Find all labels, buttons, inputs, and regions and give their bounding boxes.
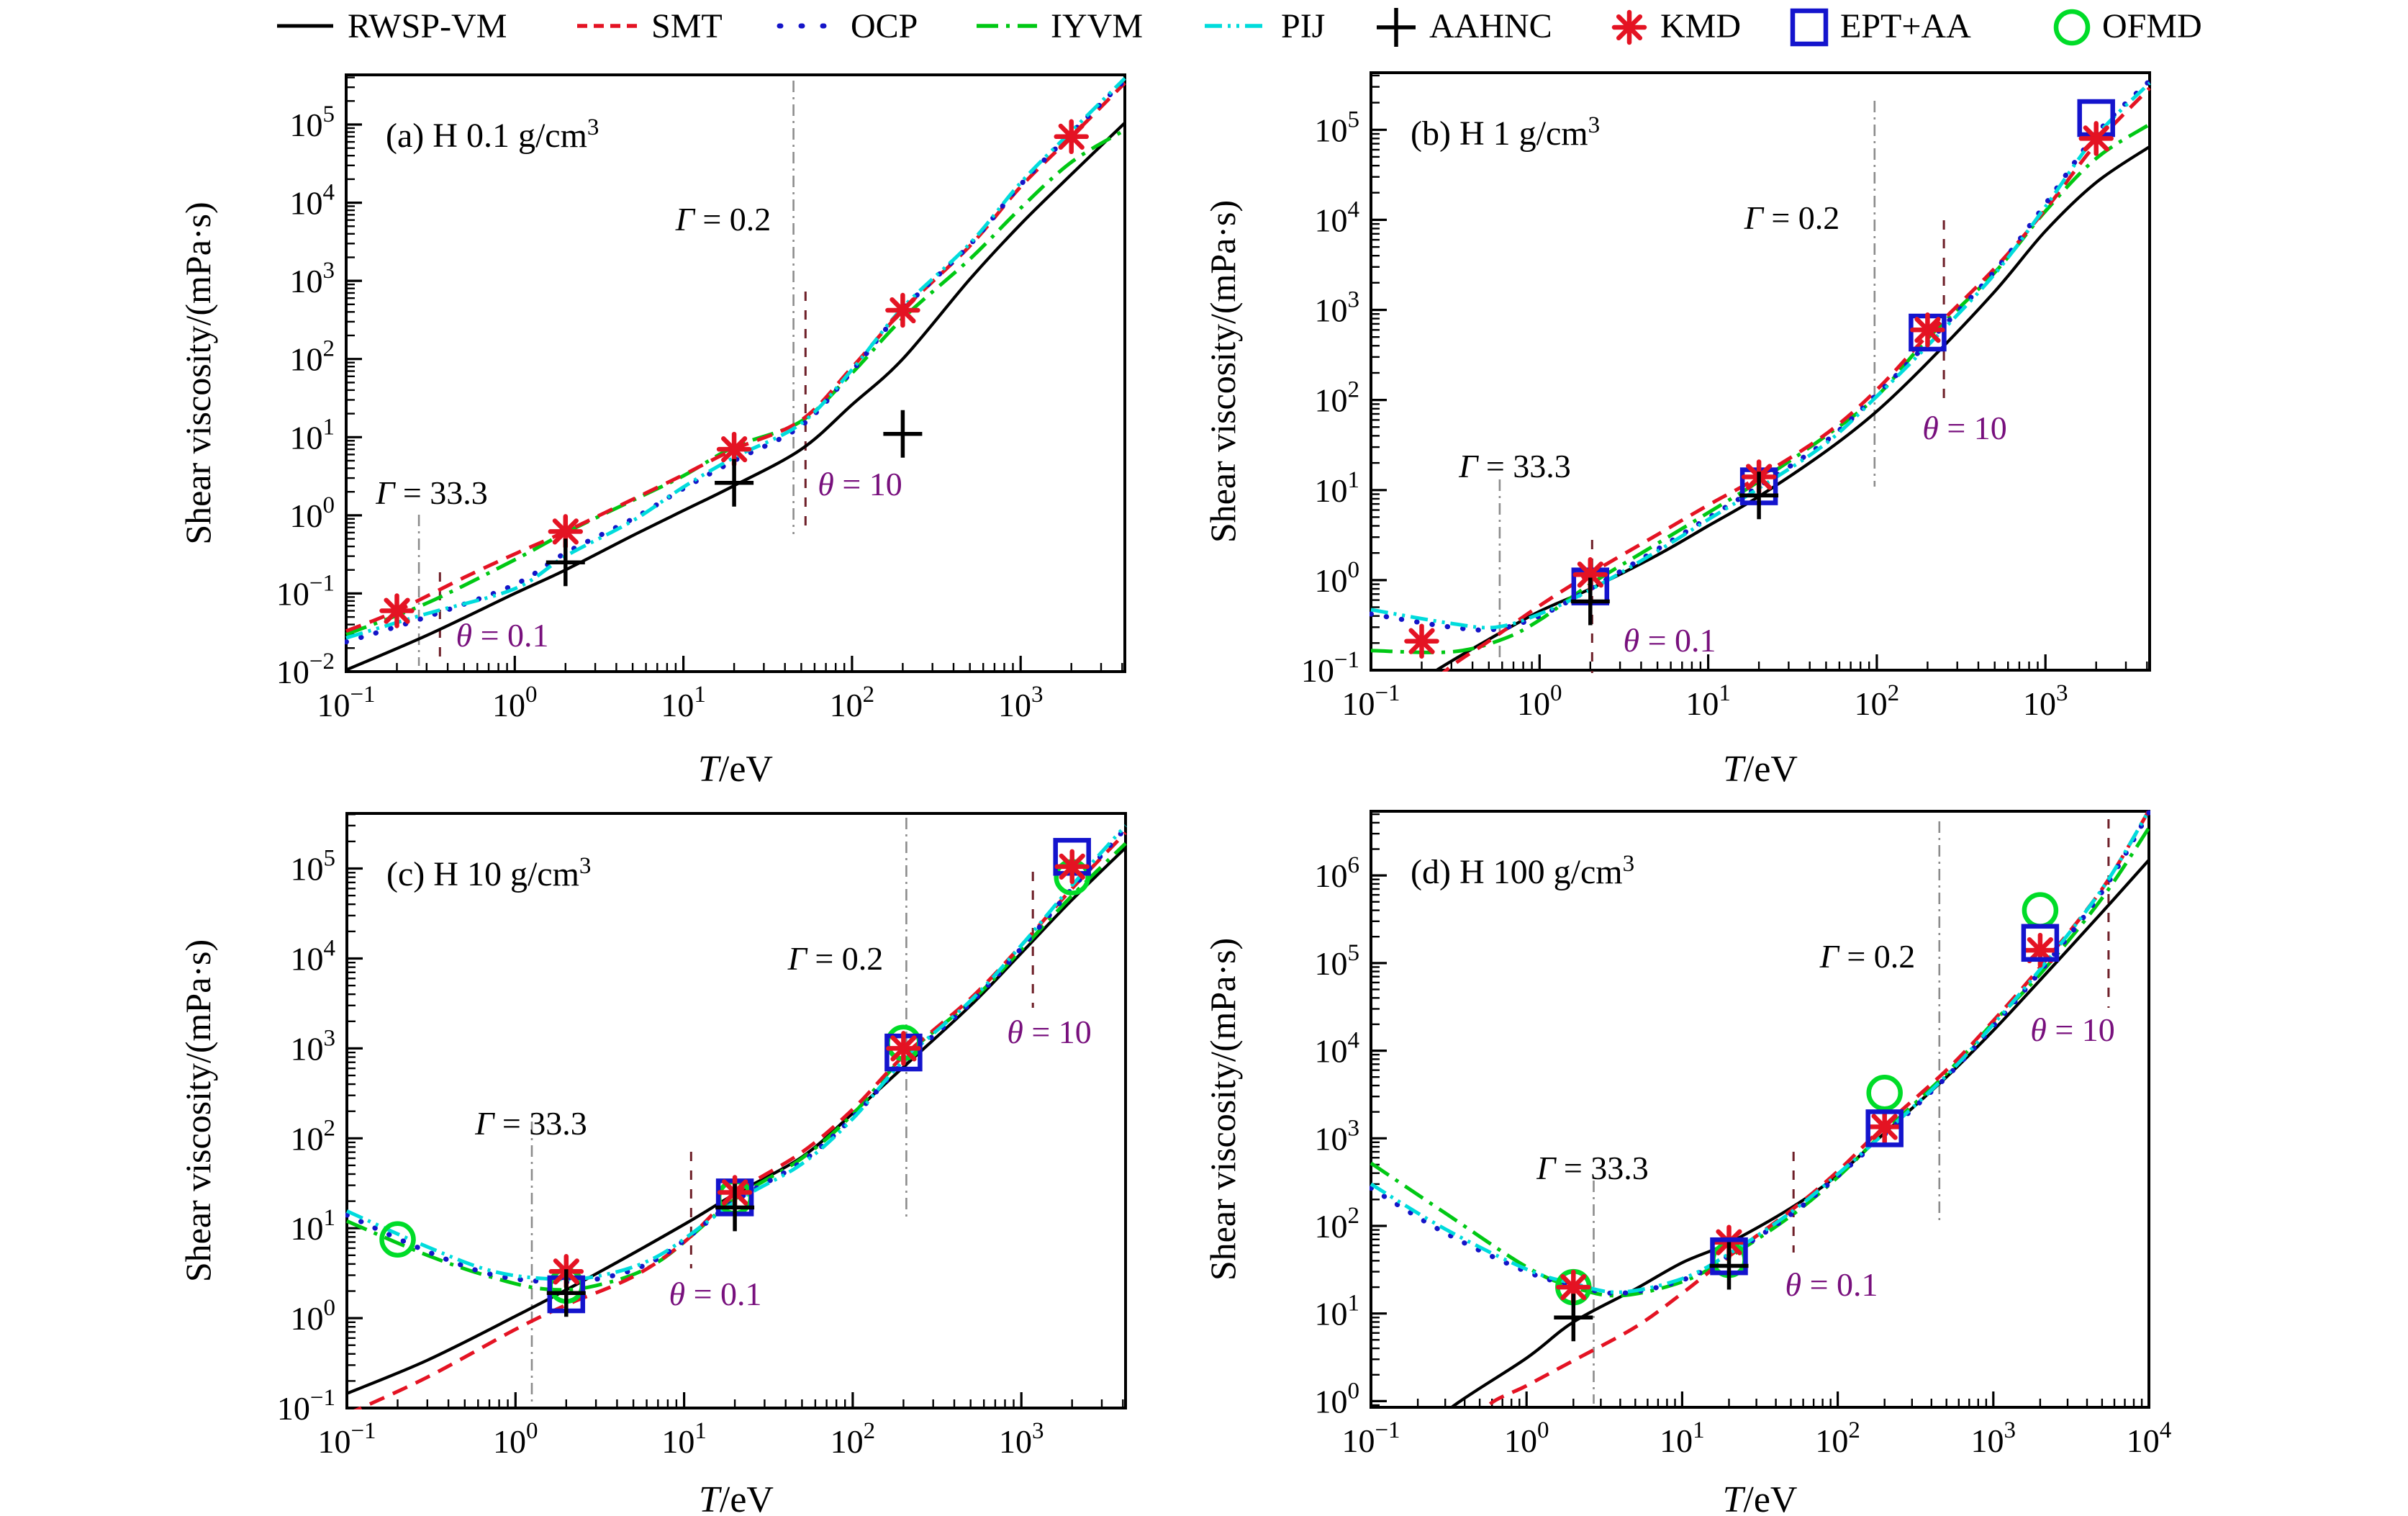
svg-text:θ = 0.1: θ = 0.1 bbox=[1623, 622, 1716, 659]
svg-text:Γ = 33.3: Γ = 33.3 bbox=[1536, 1150, 1649, 1186]
svg-text:T/eV: T/eV bbox=[1722, 1479, 1797, 1516]
svg-text:103: 103 bbox=[2023, 680, 2068, 722]
svg-text:Shear viscosity/(mPa·s): Shear viscosity/(mPa·s) bbox=[1203, 938, 1243, 1281]
svg-text:T/eV: T/eV bbox=[698, 749, 773, 790]
svg-text:Γ = 33.3: Γ = 33.3 bbox=[1458, 448, 1571, 484]
svg-text:θ = 10: θ = 10 bbox=[1922, 410, 2007, 446]
svg-text:Shear viscosity/(mPa·s): Shear viscosity/(mPa·s) bbox=[178, 202, 218, 544]
svg-text:AAHNC: AAHNC bbox=[1429, 7, 1552, 45]
svg-text:T/eV: T/eV bbox=[1723, 749, 1798, 790]
svg-text:(b) H 1 g/cm3: (b) H 1 g/cm3 bbox=[1411, 112, 1600, 153]
svg-text:10−2: 10−2 bbox=[276, 649, 335, 690]
svg-text:100: 100 bbox=[1504, 1417, 1549, 1459]
svg-text:θ = 0.1: θ = 0.1 bbox=[1785, 1266, 1878, 1303]
svg-text:(a) H 0.1 g/cm3: (a) H 0.1 g/cm3 bbox=[386, 114, 599, 155]
svg-text:Shear viscosity/(mPa·s): Shear viscosity/(mPa·s) bbox=[178, 939, 218, 1282]
svg-text:Γ = 0.2: Γ = 0.2 bbox=[787, 940, 884, 977]
svg-text:θ = 10: θ = 10 bbox=[818, 466, 902, 502]
svg-text:Γ = 0.2: Γ = 0.2 bbox=[1744, 199, 1840, 236]
svg-text:102: 102 bbox=[1815, 1417, 1860, 1459]
svg-text:T/eV: T/eV bbox=[699, 1479, 774, 1516]
svg-text:IYVM: IYVM bbox=[1051, 7, 1143, 45]
svg-text:102: 102 bbox=[830, 1418, 876, 1460]
svg-text:(c) H 10 g/cm3: (c) H 10 g/cm3 bbox=[386, 853, 591, 893]
svg-text:θ = 0.1: θ = 0.1 bbox=[456, 617, 548, 654]
svg-text:KMD: KMD bbox=[1660, 7, 1741, 45]
svg-text:SMT: SMT bbox=[651, 7, 723, 45]
svg-text:Γ = 0.2: Γ = 0.2 bbox=[1819, 938, 1916, 975]
svg-text:θ = 0.1: θ = 0.1 bbox=[669, 1276, 761, 1312]
svg-text:OCP: OCP bbox=[851, 7, 918, 45]
svg-text:Γ = 33.3: Γ = 33.3 bbox=[474, 1105, 587, 1142]
svg-text:RWSP-VM: RWSP-VM bbox=[348, 7, 507, 45]
svg-text:(d) H 100 g/cm3: (d) H 100 g/cm3 bbox=[1411, 851, 1634, 891]
svg-text:θ = 10: θ = 10 bbox=[2030, 1011, 2115, 1048]
svg-text:Shear viscosity/(mPa·s): Shear viscosity/(mPa·s) bbox=[1203, 200, 1243, 543]
svg-text:10−1: 10−1 bbox=[1341, 1417, 1400, 1459]
svg-text:EPT+AA: EPT+AA bbox=[1840, 7, 1971, 45]
svg-text:θ = 10: θ = 10 bbox=[1007, 1014, 1092, 1050]
svg-text:Γ = 33.3: Γ = 33.3 bbox=[375, 474, 488, 511]
svg-text:OFMD: OFMD bbox=[2102, 7, 2202, 45]
svg-text:PIJ: PIJ bbox=[1281, 7, 1325, 45]
svg-text:Γ = 0.2: Γ = 0.2 bbox=[675, 201, 771, 238]
svg-text:10−1: 10−1 bbox=[276, 570, 335, 612]
